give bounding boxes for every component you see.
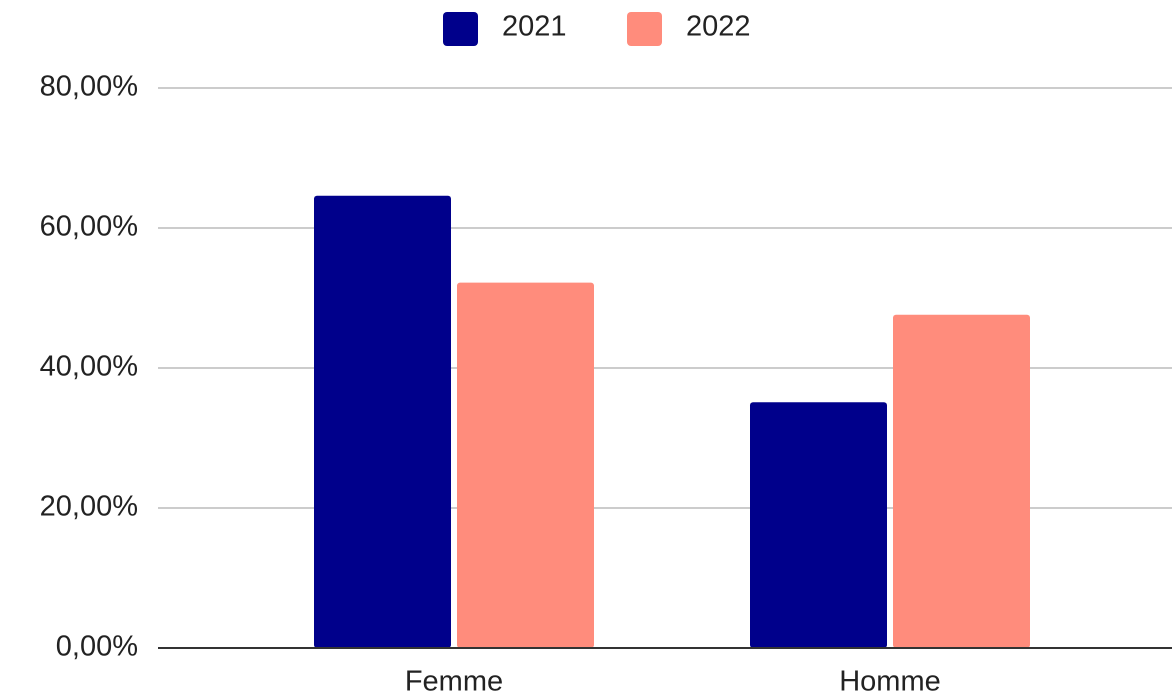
bar (893, 314, 1030, 648)
y-tick-label: 20,00% (40, 491, 138, 523)
bar (457, 282, 594, 648)
legend-swatch (627, 12, 662, 46)
x-tick-label: Femme (405, 666, 503, 698)
y-tick-label: 40,00% (40, 351, 138, 383)
bar (314, 195, 451, 649)
bar (750, 402, 887, 648)
legend-label: 2021 (502, 11, 567, 43)
y-tick-label: 80,00% (40, 71, 138, 103)
x-tick-label: Homme (839, 666, 941, 698)
legend-label: 2022 (686, 11, 751, 43)
y-tick-label: 0,00% (56, 631, 138, 663)
y-tick-label: 60,00% (40, 211, 138, 243)
legend-swatch (443, 12, 478, 46)
